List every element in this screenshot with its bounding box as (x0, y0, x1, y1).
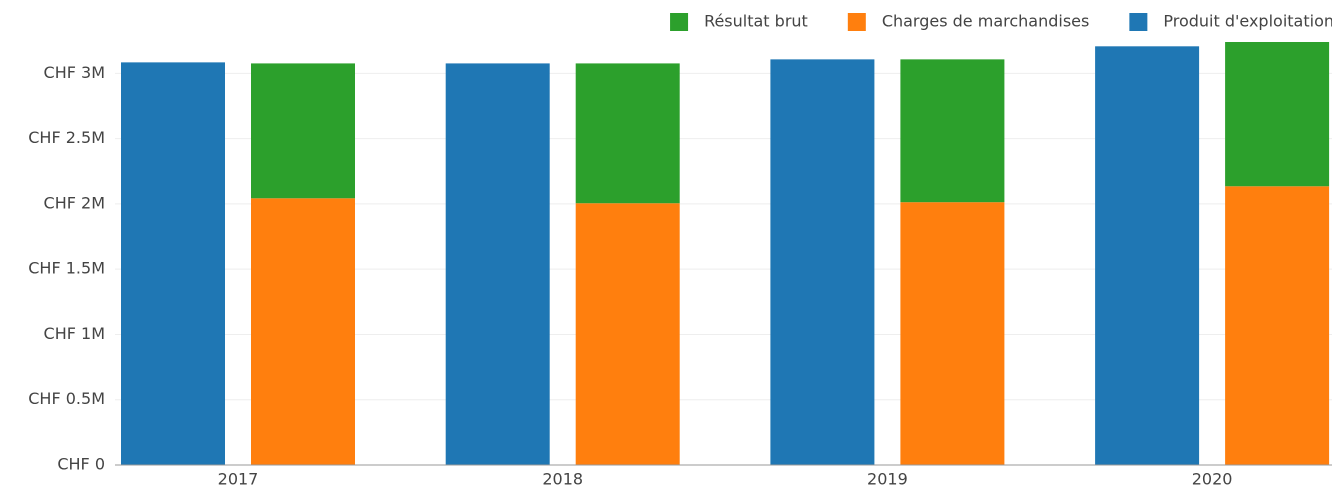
bar (121, 62, 225, 465)
legend-label: Charges de marchandises (882, 12, 1090, 31)
y-tick-label: CHF 2M (44, 193, 105, 212)
x-tick-label: 2020 (1192, 470, 1233, 486)
y-tick-label: CHF 1.5M (28, 259, 105, 278)
x-tick-label: 2018 (542, 470, 583, 486)
bar (1095, 46, 1200, 465)
y-tick-label: CHF 3M (44, 63, 105, 82)
y-tick-label: CHF 0 (57, 455, 105, 474)
x-tick-label: 2017 (218, 470, 259, 486)
x-tick-label: 2019 (867, 470, 908, 486)
bar (900, 202, 1005, 466)
bar (900, 59, 1005, 203)
legend-swatch (670, 13, 689, 31)
bar (575, 203, 680, 465)
legend-swatch (1129, 13, 1148, 31)
bars (121, 42, 1330, 466)
legend-label: Produit d'exploitation (1163, 12, 1332, 31)
legend-label: Résultat brut (704, 12, 808, 31)
y-tick-label: CHF 1M (44, 324, 105, 343)
y-tick-label: CHF 2.5M (28, 128, 105, 147)
bar (575, 63, 680, 204)
bar (445, 63, 550, 466)
bar (1225, 186, 1330, 465)
bar (251, 63, 355, 199)
bar (251, 198, 355, 465)
legend-swatch (847, 13, 866, 31)
bar (770, 59, 875, 465)
bar (1225, 42, 1330, 187)
y-tick-label: CHF 0.5M (28, 389, 105, 408)
